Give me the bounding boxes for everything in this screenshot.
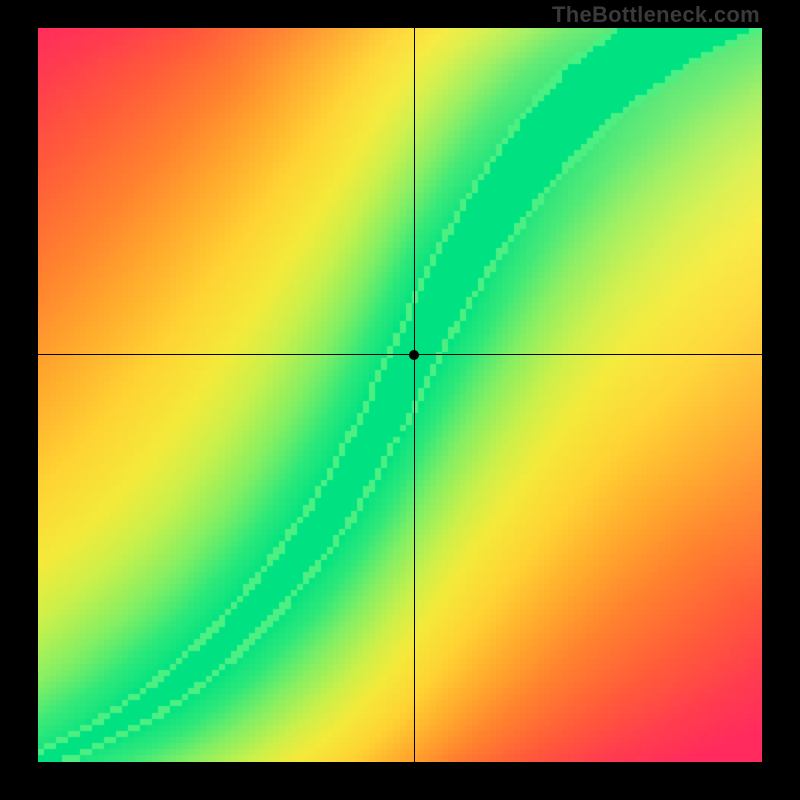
heatmap-canvas: [38, 28, 762, 762]
watermark-text: TheBottleneck.com: [552, 2, 760, 28]
chart-root: TheBottleneck.com: [0, 0, 800, 800]
